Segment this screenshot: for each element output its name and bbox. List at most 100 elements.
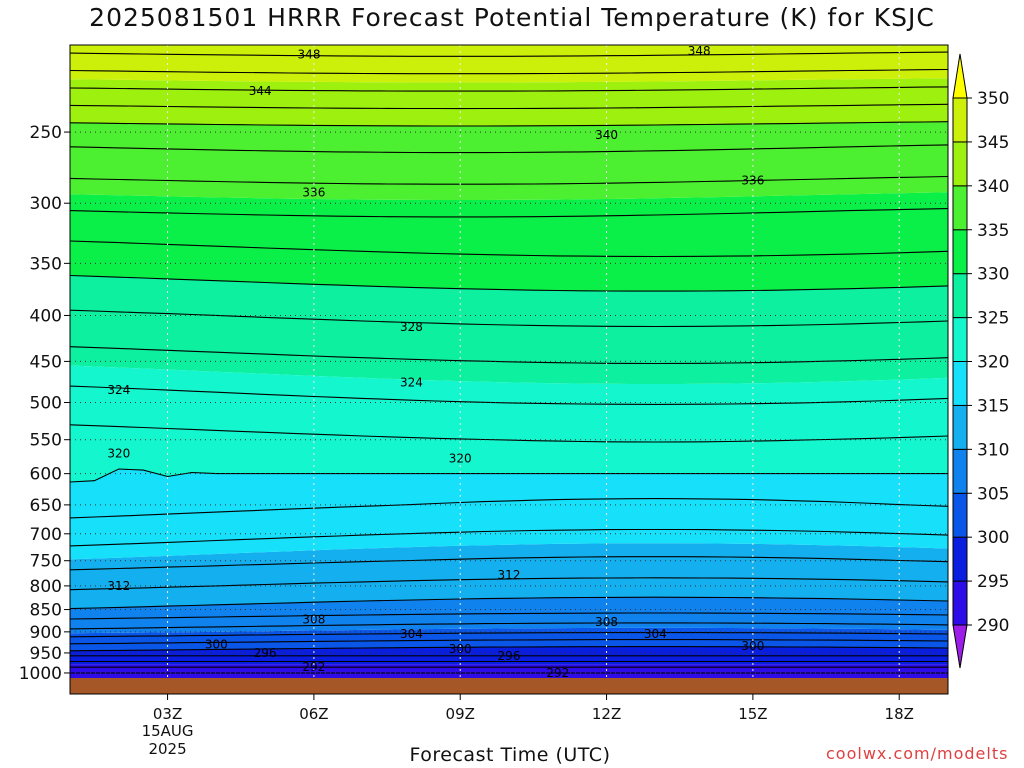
colorbar: 290 295 300 305 310 315 320 325 330 335 340 345 350 xyxy=(952,53,1009,669)
colorbar-label: 350 xyxy=(977,89,1009,109)
contour-label-text: 296 xyxy=(498,649,521,663)
contour-label-text: 324 xyxy=(107,383,130,397)
contour-line xyxy=(70,86,948,92)
contour-label: 348 xyxy=(298,48,321,62)
colorbar-label: 290 xyxy=(977,616,1009,636)
y-axis: 2503003504004505005506006507007508008509… xyxy=(19,123,70,684)
colorbar-segment xyxy=(952,580,968,626)
contour-label-text: 308 xyxy=(595,615,618,629)
x-tick-label: 18Z xyxy=(885,705,914,723)
contour-line xyxy=(70,639,948,645)
contour-label-text: 300 xyxy=(449,642,472,656)
contour-label: 304 xyxy=(400,627,423,641)
colorbar-label: 315 xyxy=(977,396,1009,416)
x-tick-label: 15Z xyxy=(738,705,767,723)
colorbar-label: 335 xyxy=(977,221,1009,241)
y-tick-label: 600 xyxy=(30,465,62,485)
contour-label-text: 296 xyxy=(254,646,277,660)
contour-label: 320 xyxy=(107,447,130,461)
color-band xyxy=(70,78,948,126)
contour-label-text: 320 xyxy=(107,447,130,461)
contour-line xyxy=(70,103,948,110)
colorbar-segment xyxy=(952,448,968,494)
contour-label-text: 320 xyxy=(449,451,472,465)
contour-label: 320 xyxy=(449,451,472,465)
contour-label-text: 336 xyxy=(302,186,325,200)
y-tick-label: 250 xyxy=(30,123,62,143)
contour-line xyxy=(70,68,948,75)
contour-line xyxy=(70,346,948,365)
contour-label: 324 xyxy=(400,375,423,389)
contour-label-text: 304 xyxy=(644,627,667,641)
color-band xyxy=(70,275,948,384)
colorbar-segment xyxy=(952,492,968,538)
contour-label-text: 292 xyxy=(302,660,325,674)
contour-label-text: 312 xyxy=(107,579,130,593)
contour-label: 308 xyxy=(595,615,618,629)
y-tick-label: 500 xyxy=(30,394,62,414)
colorbar-segment xyxy=(952,536,968,582)
colorbar-segment xyxy=(952,141,968,187)
contour-line xyxy=(70,468,948,483)
contour-label: 344 xyxy=(249,84,272,98)
contour-label-text: 348 xyxy=(298,48,321,62)
contour-line xyxy=(70,51,948,57)
contour-label-text: 292 xyxy=(546,666,569,680)
y-tick-label: 550 xyxy=(30,431,62,451)
y-tick-label: 350 xyxy=(30,254,62,274)
contour-label: 336 xyxy=(302,186,325,200)
y-tick-label: 800 xyxy=(30,577,62,597)
chart-title: 2025081501 HRRR Forecast Potential Tempe… xyxy=(89,3,935,32)
contour-label: 348 xyxy=(688,44,711,58)
contour-line xyxy=(70,274,948,292)
contour-line xyxy=(70,632,948,638)
colorbar-label: 300 xyxy=(977,528,1009,548)
colorbar-lower-arrow xyxy=(952,624,968,669)
x-tick-label: 12Z xyxy=(592,705,621,723)
colorbar-label: 305 xyxy=(977,484,1009,504)
contour-label-text: 300 xyxy=(205,638,228,652)
contour-line xyxy=(70,612,948,620)
contour-line xyxy=(70,556,948,571)
contour-label: 324 xyxy=(107,383,130,397)
contour-lines xyxy=(70,51,948,674)
contour-line xyxy=(70,528,948,547)
y-tick-label: 400 xyxy=(30,306,62,326)
plot-frame xyxy=(69,44,949,695)
color-bands xyxy=(70,45,948,678)
colorbar-segment xyxy=(952,229,968,275)
contour-label-text: 348 xyxy=(688,44,711,58)
y-tick-label: 900 xyxy=(30,623,62,643)
contour-line xyxy=(70,622,948,630)
color-band xyxy=(70,365,948,482)
colorbar-segment xyxy=(952,404,968,450)
y-tick-label: 300 xyxy=(30,194,62,214)
color-band xyxy=(70,627,948,651)
contour-line xyxy=(70,646,948,652)
contour-label-text: 312 xyxy=(498,568,521,582)
contour-label: 300 xyxy=(205,638,228,652)
contour-label: 308 xyxy=(302,613,325,627)
y-tick-label: 700 xyxy=(30,525,62,545)
contour-label: 336 xyxy=(741,173,764,187)
color-band xyxy=(70,597,948,634)
contour-line xyxy=(70,144,948,154)
contour-line xyxy=(70,208,948,218)
contour-label-text: 340 xyxy=(595,128,618,142)
y-tick-label: 650 xyxy=(30,496,62,516)
color-band xyxy=(70,469,948,560)
colorbar-label: 345 xyxy=(977,133,1009,153)
contour-label: 292 xyxy=(302,660,325,674)
colorbar-upper-arrow xyxy=(952,53,968,99)
y-tick-label: 750 xyxy=(30,552,62,572)
watermark: coolwx.com/modelts xyxy=(826,744,1009,763)
contour-label: 340 xyxy=(595,128,618,142)
colorbar-segment xyxy=(952,185,968,231)
contour-label: 296 xyxy=(254,646,277,660)
contour-label-text: 336 xyxy=(741,173,764,187)
x-date-label-2: 2025 xyxy=(148,740,186,758)
y-tick-label: 950 xyxy=(30,644,62,664)
x-axis: 15AUG 2025 03Z 06Z 09Z 12Z 15Z 18Z xyxy=(142,694,914,758)
contour-line xyxy=(70,498,948,519)
color-band xyxy=(70,664,948,678)
